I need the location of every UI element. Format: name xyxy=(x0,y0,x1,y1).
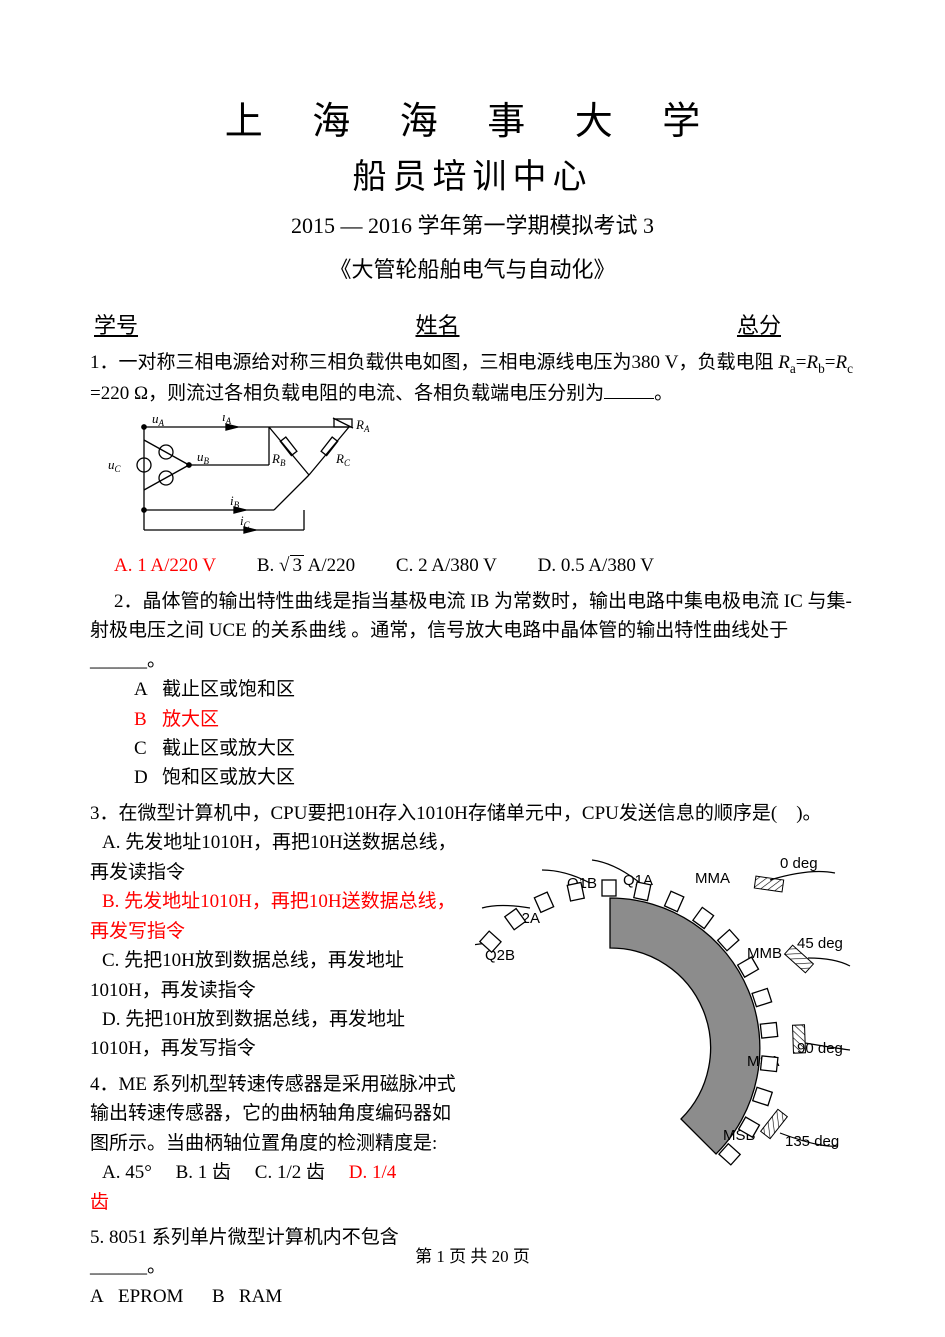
svg-text:0 deg: 0 deg xyxy=(780,855,818,872)
svg-text:90 deg: 90 deg xyxy=(797,1040,843,1057)
svg-text:RA: RA xyxy=(355,417,370,434)
q4-opt-d2: 齿 xyxy=(90,1188,465,1217)
svg-text:RB: RB xyxy=(271,451,286,468)
q2-opt-a: A截止区或饱和区 xyxy=(90,675,855,704)
svg-text:uB: uB xyxy=(197,449,210,466)
q2-opt-c: C截止区或放大区 xyxy=(90,734,855,763)
svg-text:uA: uA xyxy=(152,415,165,428)
q3-opt-c: C. 先把10H放到数据总线，再发地址1010H，再发读指令 xyxy=(90,946,465,1005)
svg-text:iA: iA xyxy=(222,415,232,426)
q4-opt-c: C. 1/2 齿 xyxy=(255,1162,325,1183)
id-label: 学号 xyxy=(94,308,323,340)
q4-opt-a: A. 45° xyxy=(102,1162,152,1183)
q4-options: A. 45° B. 1 齿 C. 1/2 齿 D. 1/4 xyxy=(90,1158,465,1187)
q3-opt-b: B. 先发地址1010H，再把10H送数据总线，再发写指令 xyxy=(90,887,465,946)
svg-text:iB: iB xyxy=(230,493,240,510)
center-title: 船员培训中心 xyxy=(90,149,855,198)
page-footer: 第 1 页 共 20 页 xyxy=(0,1242,945,1267)
q3-stem: 3．在微型计算机中，CPU要把10H存入1010H存储单元中，CPU发送信息的顺… xyxy=(90,799,855,828)
svg-text:MMA: MMA xyxy=(695,870,730,887)
q2-stem: 2．晶体管的输出特性曲线是指当基极电流 IB 为常数时，输出电路中集电极电流 I… xyxy=(90,587,855,675)
q3-opt-d: D. 先把10H放到数据总线，再发地址1010H，再发写指令 xyxy=(90,1005,465,1064)
svg-text:uC: uC xyxy=(108,457,122,474)
svg-text:RC: RC xyxy=(335,451,351,468)
name-label: 姓名 xyxy=(323,308,552,340)
q1-suffix: =220 Ω，则流过各相负载电阻的电流、各相负载端电压分别为 xyxy=(90,383,604,404)
q1-opt-b: B. √3 A/220 xyxy=(257,555,355,576)
score-label: 总分 xyxy=(552,308,851,340)
encoder-diagram: 0 deg 45 deg 90 deg 135 deg Q1A Q1B Q2A … xyxy=(475,828,855,1188)
q2-opt-b: B放大区 xyxy=(90,705,855,734)
q1-ra: R xyxy=(778,352,790,373)
q2-opt-d: D饱和区或放大区 xyxy=(90,763,855,792)
q4-opt-d1: D. 1/4 xyxy=(349,1162,397,1183)
svg-text:135 deg: 135 deg xyxy=(785,1133,839,1150)
q1-opt-c: C. 2 A/380 V xyxy=(396,555,497,576)
svg-text:45 deg: 45 deg xyxy=(797,935,843,952)
circuit-diagram: uA uB uC iA iB iC RA RB RC xyxy=(104,415,404,545)
q1-opt-a: A. 1 A/220 V xyxy=(114,555,216,576)
exam-info: 2015 — 2016 学年第一学期模拟考试 3 xyxy=(90,208,855,240)
q1-options: A. 1 A/220 V B. √3 A/220 C. 2 A/380 V D.… xyxy=(90,555,855,577)
q1-blank xyxy=(604,382,654,399)
course-title: 《大管轮船舶电气与自动化》 xyxy=(90,252,855,284)
q1-opt-d: D. 0.5 A/380 V xyxy=(538,555,654,576)
svg-text:iC: iC xyxy=(240,513,251,530)
q1-stem: 1．一对称三相电源给对称三相负载供电如图，三相电源线电压为380 V，负载电阻 … xyxy=(90,348,855,409)
q5-options: A EPROM B RAM xyxy=(90,1282,465,1311)
q1-rc: R xyxy=(835,352,847,373)
q3-opt-a: A. 先发地址1010H，再把10H送数据总线，再发读指令 xyxy=(90,828,465,887)
q1-rb: R xyxy=(806,352,818,373)
q1-prefix: 1．一对称三相电源给对称三相负载供电如图，三相电源线电压为380 V，负载电阻 xyxy=(90,352,773,373)
q1-end: 。 xyxy=(654,383,673,404)
student-info-row: 学号 姓名 总分 xyxy=(90,308,855,340)
q4-stem: 4．ME 系列机型转速传感器是采用磁脉冲式输出转速传感器，它的曲柄轴角度编码器如… xyxy=(90,1070,465,1158)
q4-opt-b: B. 1 齿 xyxy=(176,1162,231,1183)
university-title: 上 海 海 事 大 学 xyxy=(90,90,855,145)
